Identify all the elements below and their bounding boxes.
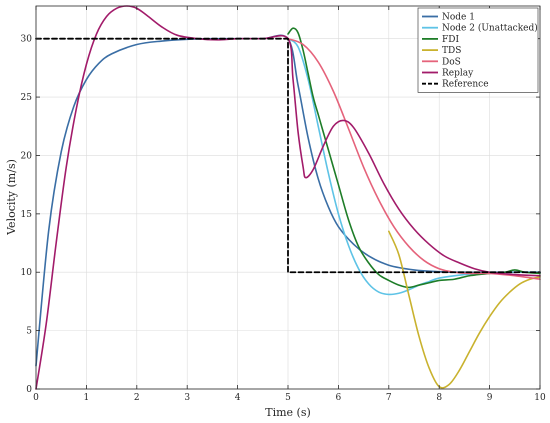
legend-label: Node 2 (Unattacked) xyxy=(442,23,538,34)
x-tick-label: 2 xyxy=(134,393,140,403)
legend-label: DoS xyxy=(442,57,461,67)
y-tick-label: 0 xyxy=(26,385,32,395)
y-tick-label: 25 xyxy=(21,93,33,103)
series-line-replay xyxy=(35,5,541,390)
ticks: 0 1 2 3 4 5 6 7 8 9 10 0 5 10 15 20 25 30 xyxy=(21,6,546,403)
x-axis-label: Time (s) xyxy=(265,406,311,419)
legend-label: Node 1 xyxy=(442,13,475,23)
legend-label: FDI xyxy=(442,35,459,45)
series-line-node-2-unattacked xyxy=(287,37,541,296)
x-tick-label: 5 xyxy=(285,393,291,403)
legend-label: TDS xyxy=(442,46,461,56)
x-tick-label: 0 xyxy=(33,393,39,403)
x-tick-label: 10 xyxy=(534,393,546,403)
series-line-reference xyxy=(35,37,541,274)
x-tick-label: 1 xyxy=(84,393,90,403)
y-tick-label: 30 xyxy=(21,35,33,45)
y-tick-label: 5 xyxy=(26,327,32,337)
x-tick-label: 4 xyxy=(235,393,241,403)
legend-label: Replay xyxy=(442,69,474,79)
y-tick-label: 20 xyxy=(21,151,33,161)
legend-label: Reference xyxy=(442,80,489,90)
x-tick-label: 8 xyxy=(436,393,442,403)
x-tick-label: 6 xyxy=(336,393,342,403)
x-tick-label: 7 xyxy=(386,393,392,403)
y-tick-label: 15 xyxy=(21,210,33,220)
series-layer xyxy=(35,5,541,390)
series-line-dos xyxy=(287,37,541,281)
y-tick-label: 10 xyxy=(21,268,33,278)
y-axis-label: Velocity (m/s) xyxy=(5,159,18,236)
x-tick-label: 9 xyxy=(487,393,493,403)
series-line-tds xyxy=(388,230,541,389)
x-tick-label: 3 xyxy=(184,393,190,403)
